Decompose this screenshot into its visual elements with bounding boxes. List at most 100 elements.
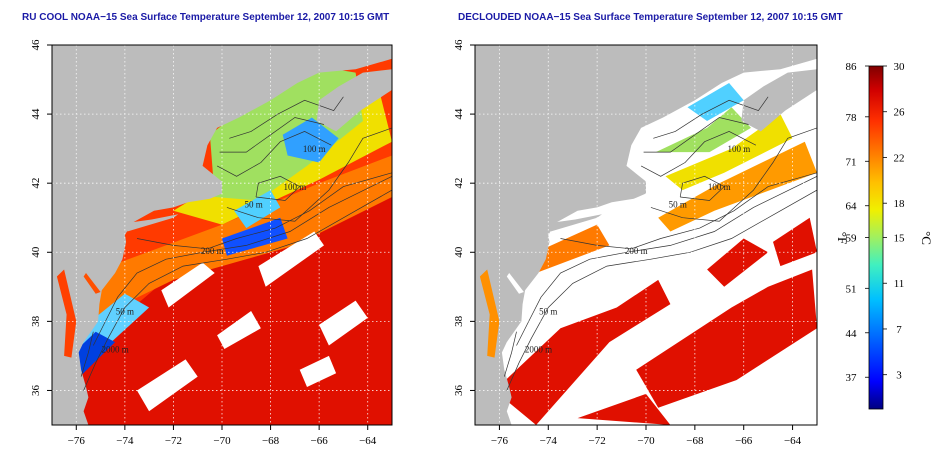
yellow-water-band xyxy=(665,114,793,191)
colorbar-f-tick-label: 44 xyxy=(846,328,858,340)
cloud-patch xyxy=(217,311,261,349)
y-tick-label: 40 xyxy=(453,246,465,257)
bathymetry-contour xyxy=(679,175,725,201)
warm-water-region xyxy=(707,238,769,287)
contour-label: 100 m xyxy=(303,144,326,154)
y-tick-label: 44 xyxy=(453,108,465,120)
gulf-of-maine-water xyxy=(655,107,751,153)
contour-label: 2000 m xyxy=(102,344,129,354)
colorbar-c-tick-label: 7 xyxy=(896,324,902,336)
bathymetry-contour xyxy=(219,117,325,153)
right-map: 100 m 100 m 50 m 200 m 50 m 2000 m xyxy=(475,45,817,425)
bathymetry-contour xyxy=(255,175,301,201)
colorbar-c-tick-label: 22 xyxy=(894,152,905,164)
cloud-patch xyxy=(299,355,337,387)
warm-water-region xyxy=(773,217,817,267)
nova-scotia-land xyxy=(316,69,392,132)
x-tick-label: −68 xyxy=(686,435,704,447)
y-tick-label: 38 xyxy=(453,315,465,327)
cold-water-patch xyxy=(234,190,281,229)
long-island-land xyxy=(550,214,602,232)
y-tick-label: 38 xyxy=(30,315,42,327)
x-tick-label: −70 xyxy=(213,435,231,447)
x-tick-label: −72 xyxy=(589,435,606,447)
x-tick-label: −66 xyxy=(311,435,329,447)
contour-label: 50 m xyxy=(116,306,134,316)
chesapeake-bay xyxy=(56,269,77,358)
contour-label: 2000 m xyxy=(525,344,552,354)
colorbar-f-tick-label: 64 xyxy=(846,201,858,213)
contour-label: 50 m xyxy=(539,306,557,316)
y-tick-label: 40 xyxy=(30,246,42,257)
y-tick-label: 36 xyxy=(453,384,465,396)
orange-water-band xyxy=(536,224,610,273)
contour-label: 100 m xyxy=(708,182,731,192)
left-panel-title: RU COOL NOAA−15 Sea Surface Temperature … xyxy=(22,12,390,23)
colorbar-f-tick-label: 59 xyxy=(846,233,858,245)
y-tick-label: 36 xyxy=(30,384,42,396)
x-tick-label: −64 xyxy=(784,435,802,447)
colorbar-f-label: °F xyxy=(835,232,850,244)
warm-water-region xyxy=(494,279,671,425)
colorbar-f-tick-label: 51 xyxy=(846,283,857,295)
bathymetry-contour xyxy=(136,172,392,250)
chesapeake-bay xyxy=(479,269,500,358)
cold-water-patch xyxy=(222,217,288,256)
warm-water-region xyxy=(636,269,817,408)
colorbar-f-tick-label: 86 xyxy=(846,61,858,73)
colorbar-c-label: °C xyxy=(919,231,934,245)
y-tick-label: 42 xyxy=(30,178,42,189)
nova-scotia-land xyxy=(741,69,817,132)
bathymetry-contour xyxy=(640,131,757,177)
contour-label: 200 m xyxy=(201,246,224,256)
land-mass xyxy=(52,45,392,425)
cloud-patch xyxy=(137,359,198,412)
bathymetry-contour xyxy=(653,96,769,139)
bathymetry-contour xyxy=(560,172,817,250)
colorbar xyxy=(868,65,884,410)
colorbar-c-tick-label: 3 xyxy=(896,370,902,382)
cloud-patch xyxy=(258,231,324,287)
left-map: 100 m 100 m 50 m 200 m 50 m 2000 m xyxy=(52,45,392,425)
x-tick-label: −74 xyxy=(116,435,134,447)
bathymetry-contour xyxy=(226,127,392,222)
x-tick-label: −72 xyxy=(165,435,182,447)
x-tick-label: −74 xyxy=(540,435,558,447)
x-tick-label: −76 xyxy=(68,435,86,447)
warm-water-region xyxy=(577,393,671,425)
y-tick-label: 46 xyxy=(453,39,465,51)
colorbar-c-tick-label: 30 xyxy=(894,61,906,73)
cloud-patch xyxy=(161,262,215,308)
colorbar-c-tick-label: 15 xyxy=(894,233,906,245)
colorbar-f-tick-label: 71 xyxy=(846,156,857,168)
y-tick-label: 44 xyxy=(30,108,42,120)
colorbar-c-tick-label: 26 xyxy=(894,107,906,119)
bathymetry-contour xyxy=(643,117,749,153)
bathymetry-contour xyxy=(92,175,392,346)
contour-label: 100 m xyxy=(283,182,306,192)
bathymetry-contour xyxy=(516,175,817,346)
bathymetry-contour xyxy=(506,189,817,391)
x-tick-label: −64 xyxy=(359,435,377,447)
right-panel-title: DECLOUDED NOAA−15 Sea Surface Temperatur… xyxy=(458,12,843,23)
colorbar-f-tick-label: 37 xyxy=(846,372,858,384)
bathymetry-contour xyxy=(229,96,344,139)
bathymetry-contour xyxy=(83,189,392,391)
bathymetry-contour xyxy=(503,331,517,377)
contour-label: 100 m xyxy=(727,144,750,154)
delaware-bay xyxy=(506,273,524,294)
cloud-patch xyxy=(319,300,368,346)
orange-water-band xyxy=(658,141,817,232)
contour-label: 50 m xyxy=(244,199,262,209)
contour-label: 200 m xyxy=(625,246,648,256)
y-tick-label: 46 xyxy=(30,39,42,51)
bathymetry-contour xyxy=(216,131,332,177)
y-tick-label: 42 xyxy=(453,178,465,189)
bathymetry-contour xyxy=(80,331,94,377)
colorbar-f-tick-label: 78 xyxy=(846,112,858,124)
x-tick-label: −68 xyxy=(262,435,280,447)
cold-water-patch xyxy=(282,117,339,163)
x-tick-label: −76 xyxy=(491,435,509,447)
colorbar-c-tick-label: 11 xyxy=(894,278,905,290)
